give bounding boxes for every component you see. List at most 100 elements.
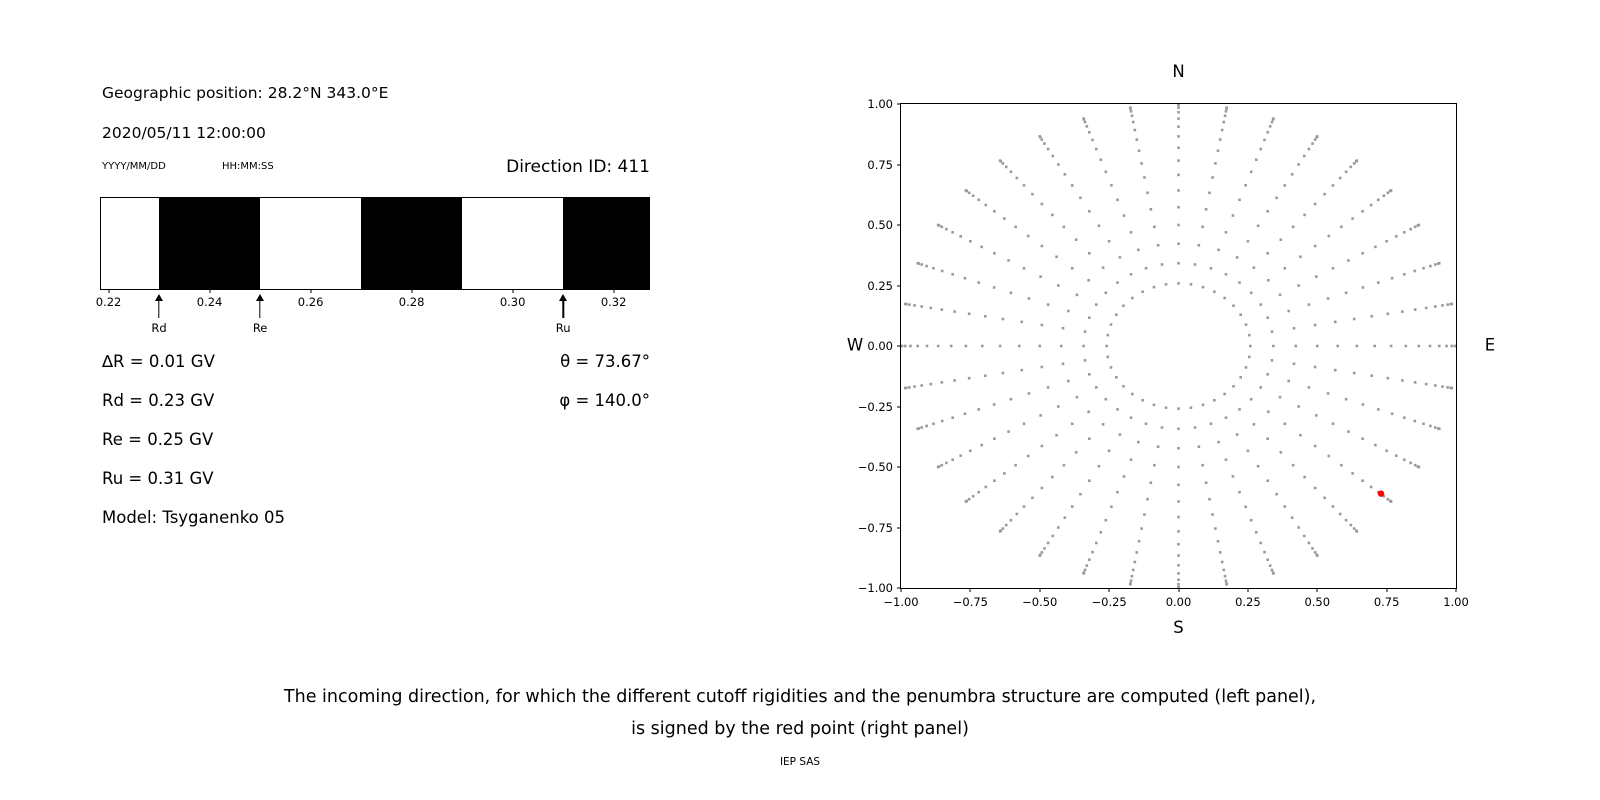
direction-grid-point — [1352, 317, 1356, 321]
direction-grid-point — [1051, 154, 1055, 158]
direction-grid-point — [1208, 191, 1211, 195]
direction-grid-point — [1091, 550, 1094, 554]
direction-grid-point — [1424, 306, 1428, 310]
direction-grid-point — [1244, 323, 1248, 326]
direction-grid-point — [1385, 449, 1388, 453]
direction-grid-point — [1222, 568, 1226, 572]
y-axis-tick-label: 0.50 — [867, 218, 893, 232]
direction-grid-point — [1395, 235, 1398, 238]
direction-plot-canvas — [901, 104, 1456, 588]
direction-grid-point — [1249, 291, 1253, 295]
direction-grid-point — [1272, 572, 1275, 575]
direction-grid-point — [1333, 368, 1337, 372]
direction-grid-point — [1401, 379, 1404, 382]
direction-grid-point — [1160, 263, 1164, 266]
direction-grid-point — [1239, 376, 1242, 379]
direction-grid-point — [1263, 138, 1266, 142]
direction-grid-point — [971, 194, 975, 198]
direction-grid-point — [913, 385, 916, 388]
direction-grid-point — [1352, 162, 1356, 165]
direction-grid-point — [1224, 273, 1228, 276]
direction-grid-point — [1313, 202, 1317, 206]
direction-grid-point — [1177, 135, 1180, 138]
y-axis-tick — [897, 466, 901, 468]
direction-grid-point — [1177, 564, 1180, 567]
direction-grid-point — [1177, 465, 1180, 469]
direction-grid-point — [1267, 410, 1270, 414]
direction-grid-point — [1015, 176, 1019, 180]
direction-grid-point — [1413, 308, 1417, 311]
direction-grid-point — [1270, 568, 1274, 572]
direction-grid-point — [1270, 359, 1274, 362]
direction-grid-point — [1351, 472, 1354, 475]
direction-grid-point — [1153, 463, 1156, 467]
direction-grid-point — [1018, 344, 1021, 348]
direction-grid-point — [1434, 384, 1437, 387]
direction-grid-point — [1088, 558, 1091, 561]
direction-grid-point — [1104, 291, 1108, 295]
x-axis-tick-label: −1.00 — [883, 595, 919, 609]
direction-grid-point — [1249, 397, 1253, 401]
direction-grid-point — [1177, 159, 1180, 162]
direction-grid-point — [1355, 530, 1359, 533]
direction-grid-point — [969, 449, 972, 453]
caption-line2: is signed by the red point (right panel) — [631, 719, 969, 739]
direction-grid-point — [1051, 475, 1054, 479]
time-format-label: HH:MM:SS — [222, 161, 274, 172]
direction-grid-point — [920, 384, 923, 387]
direction-grid-point — [1349, 523, 1353, 527]
direction-grid-point — [1040, 486, 1044, 490]
direction-grid-point — [1352, 371, 1356, 375]
direction-grid-point — [1266, 558, 1269, 561]
direction-grid-point — [1144, 422, 1148, 426]
direction-grid-point — [1326, 392, 1330, 395]
direction-grid-point — [1361, 252, 1364, 255]
direction-grid-point — [1057, 284, 1060, 287]
direction-grid-point — [1246, 449, 1250, 453]
direction-grid-point — [1231, 214, 1235, 217]
direction-grid-point — [1270, 330, 1274, 333]
penumbra-black-band — [159, 198, 261, 289]
direction-grid-point — [1046, 303, 1050, 306]
direction-grid-point — [920, 426, 923, 429]
direction-grid-point — [925, 344, 929, 348]
direction-grid-point — [1067, 379, 1070, 383]
direction-grid-point — [1403, 231, 1406, 234]
direction-grid-point — [1429, 264, 1432, 268]
direction-grid-point — [1279, 238, 1283, 241]
direction-grid-point — [1015, 512, 1019, 516]
direction-grid-point — [1129, 416, 1133, 419]
direction-grid-point — [1303, 475, 1306, 479]
direction-grid-point — [1063, 173, 1067, 176]
y-axis-tick — [897, 406, 901, 407]
direction-grid-point — [936, 223, 940, 227]
direction-grid-point — [1297, 163, 1300, 166]
x-axis-tick-label: 1.00 — [1443, 595, 1469, 609]
direction-grid-point — [1370, 314, 1374, 318]
direction-grid-point — [1208, 497, 1211, 501]
direction-grid-point — [964, 500, 968, 503]
direction-grid-point — [1344, 291, 1348, 295]
direction-grid-point — [1201, 225, 1204, 229]
direction-grid-point — [1291, 225, 1295, 229]
direction-grid-point — [1133, 560, 1137, 564]
direction-grid-point — [1040, 365, 1044, 369]
direction-grid-point — [1266, 209, 1269, 213]
direction-grid-point — [1152, 403, 1156, 407]
direction-grid-point — [969, 239, 972, 243]
direction-grid-point — [932, 422, 935, 426]
direction-grid-point — [1214, 527, 1217, 530]
direction-grid-point — [1291, 463, 1295, 467]
direction-grid-point — [977, 408, 981, 411]
direction-grid-point — [1401, 310, 1404, 313]
penumbra-bar: 0.22 0.24 0.26 0.28 0.30 0.32 Rd Re Ru — [96, 197, 650, 335]
direction-grid-point — [1122, 304, 1125, 308]
direction-grid-point — [1278, 395, 1282, 399]
direction-plot: N S W E −1.00 −0.75 −0.50 −0.25 0.00 0.25 0.50… — [847, 62, 1495, 637]
direction-grid-point — [1220, 560, 1224, 564]
direction-grid-point — [936, 465, 940, 469]
direction-grid-point — [1259, 541, 1262, 545]
direction-grid-point — [1177, 117, 1180, 120]
direction-grid-point — [1137, 539, 1141, 543]
direction-grid-point — [1027, 392, 1031, 395]
